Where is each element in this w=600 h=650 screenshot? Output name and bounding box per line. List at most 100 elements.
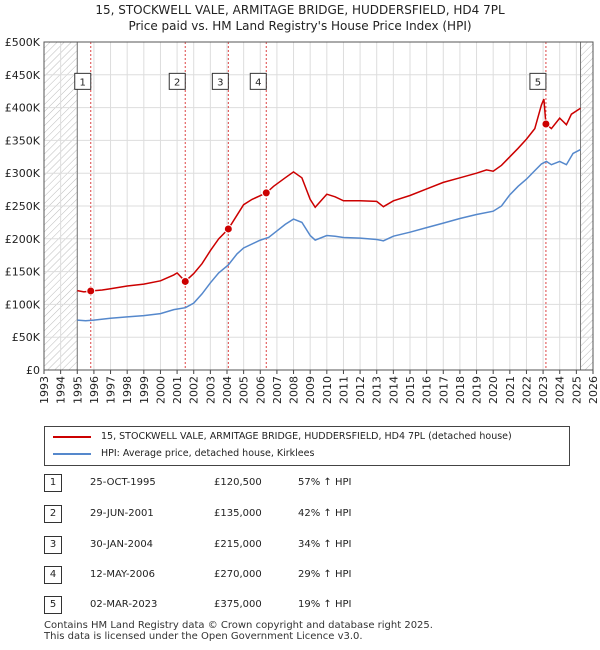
transaction-row: 5 02-MAR-2023 £375,000 19% ↑ HPI [44, 596, 584, 614]
sale-label: 3 [217, 77, 223, 88]
sale-label-box [211, 72, 229, 90]
y-tick-label: £50K [12, 331, 41, 344]
transaction-date: 25-OCT-1995 [90, 477, 156, 488]
y-tick-label: £350K [5, 134, 41, 147]
x-tick-label: 2003 [204, 376, 217, 404]
transaction-date: 02-MAR-2023 [90, 599, 158, 610]
x-tick-label: 1993 [38, 376, 51, 404]
transaction-row: 4 12-MAY-2006 £270,000 29% ↑ HPI [44, 566, 584, 584]
x-tick-label: 2006 [254, 376, 267, 404]
transaction-number: 1 [44, 474, 62, 492]
legend-swatch-hpi [53, 452, 91, 455]
x-tick-label: 2010 [321, 376, 334, 404]
x-tick-label: 1999 [138, 376, 151, 404]
y-tick-label: £250K [5, 200, 41, 213]
x-tick-label: 2026 [587, 376, 600, 404]
transaction-hpi: 29% ↑ HPI [298, 569, 352, 580]
x-tick-label: 2024 [554, 376, 567, 404]
x-tick-label: 2025 [570, 376, 583, 404]
legend-item-hpi: HPI: Average price, detached house, Kirk… [53, 446, 314, 462]
transaction-hpi: 34% ↑ HPI [298, 539, 352, 550]
transaction-number: 4 [44, 566, 62, 584]
y-tick-label: £400K [5, 102, 41, 115]
transaction-price: £135,000 [214, 508, 262, 519]
sale-point [223, 224, 233, 234]
footer-license: This data is licensed under the Open Gov… [44, 631, 363, 642]
x-tick-label: 2015 [404, 376, 417, 404]
chart-title: 15, STOCKWELL VALE, ARMITAGE BRIDGE, HUD… [95, 3, 505, 17]
chart-subtitle: Price paid vs. HM Land Registry's House … [128, 19, 472, 33]
transaction-date: 29-JUN-2001 [90, 508, 154, 519]
y-tick-label: £200K [5, 233, 41, 246]
sale-label: 2 [174, 77, 180, 88]
x-tick-label: 1994 [55, 376, 68, 404]
transaction-hpi: 42% ↑ HPI [298, 508, 352, 519]
x-tick-label: 2017 [437, 376, 450, 404]
x-tick-label: 2014 [387, 376, 400, 404]
legend-item-property: 15, STOCKWELL VALE, ARMITAGE BRIDGE, HUD… [53, 429, 512, 445]
sale-point [261, 188, 271, 198]
x-tick-label: 2009 [304, 376, 317, 404]
y-tick-label: £500K [5, 36, 41, 49]
transaction-date: 30-JAN-2004 [90, 539, 154, 550]
property-price-line [77, 98, 581, 293]
legend-swatch-property [53, 435, 91, 438]
x-tick-label: 2019 [471, 376, 484, 404]
x-tick-label: 1998 [121, 376, 134, 404]
x-tick-label: 2005 [238, 376, 251, 404]
sale-label-box [74, 72, 92, 90]
x-tick-label: 2021 [504, 376, 517, 404]
transaction-number: 2 [44, 505, 62, 523]
x-tick-label: 1996 [88, 376, 101, 404]
sale-label-box [529, 72, 547, 90]
x-tick-label: 2000 [154, 376, 167, 404]
x-tick-label: 1995 [71, 376, 84, 404]
y-tick-label: £100K [5, 298, 41, 311]
transaction-price: £375,000 [214, 599, 262, 610]
transaction-number: 5 [44, 596, 62, 614]
x-tick-label: 2007 [271, 376, 284, 404]
y-tick-label: £0 [26, 364, 40, 377]
sale-label-box [168, 72, 186, 90]
transaction-date: 12-MAY-2006 [90, 569, 156, 580]
transaction-price: £120,500 [214, 477, 262, 488]
chart-legend: 15, STOCKWELL VALE, ARMITAGE BRIDGE, HUD… [44, 426, 570, 466]
y-tick-label: £450K [5, 69, 41, 82]
sale-label: 1 [80, 77, 86, 88]
transaction-row: 3 30-JAN-2004 £215,000 34% ↑ HPI [44, 536, 584, 554]
x-tick-label: 2016 [421, 376, 434, 404]
x-tick-label: 2012 [354, 376, 367, 404]
transaction-price: £215,000 [214, 539, 262, 550]
x-tick-label: 1997 [105, 376, 118, 404]
price-chart: £0 £50K £100K £150K £200K £250K £300K £350K £400… [5, 36, 600, 404]
x-tick-label: 2020 [487, 376, 500, 404]
x-tick-label: 2001 [171, 376, 184, 404]
transaction-hpi: 19% ↑ HPI [298, 599, 352, 610]
x-tick-label: 2018 [454, 376, 467, 404]
x-tick-label: 2008 [288, 376, 301, 404]
sale-point [541, 119, 551, 129]
x-tick-label: 2022 [520, 376, 533, 404]
y-tick-label: £300K [5, 167, 41, 180]
sale-label: 5 [535, 77, 541, 88]
transaction-hpi: 57% ↑ HPI [298, 477, 352, 488]
transaction-number: 3 [44, 536, 62, 554]
x-tick-label: 2023 [537, 376, 550, 404]
hpi-line [77, 148, 581, 322]
y-tick-label: £150K [5, 266, 41, 279]
transaction-row: 1 25-OCT-1995 £120,500 57% ↑ HPI [44, 474, 584, 492]
plot-frame [43, 41, 594, 371]
sale-label: 4 [255, 77, 261, 88]
x-tick-label: 2011 [337, 376, 350, 404]
legend-label-property: 15, STOCKWELL VALE, ARMITAGE BRIDGE, HUD… [101, 431, 512, 442]
transaction-price: £270,000 [214, 569, 262, 580]
footer-copyright: Contains HM Land Registry data © Crown c… [44, 620, 433, 631]
sale-point [180, 276, 190, 286]
transaction-row: 2 29-JUN-2001 £135,000 42% ↑ HPI [44, 505, 584, 523]
x-tick-label: 2013 [371, 376, 384, 404]
x-tick-label: 2004 [221, 376, 234, 404]
x-tick-label: 2002 [188, 376, 201, 404]
sale-point [86, 286, 96, 296]
legend-label-hpi: HPI: Average price, detached house, Kirk… [101, 448, 315, 459]
sale-label-box [249, 72, 267, 90]
